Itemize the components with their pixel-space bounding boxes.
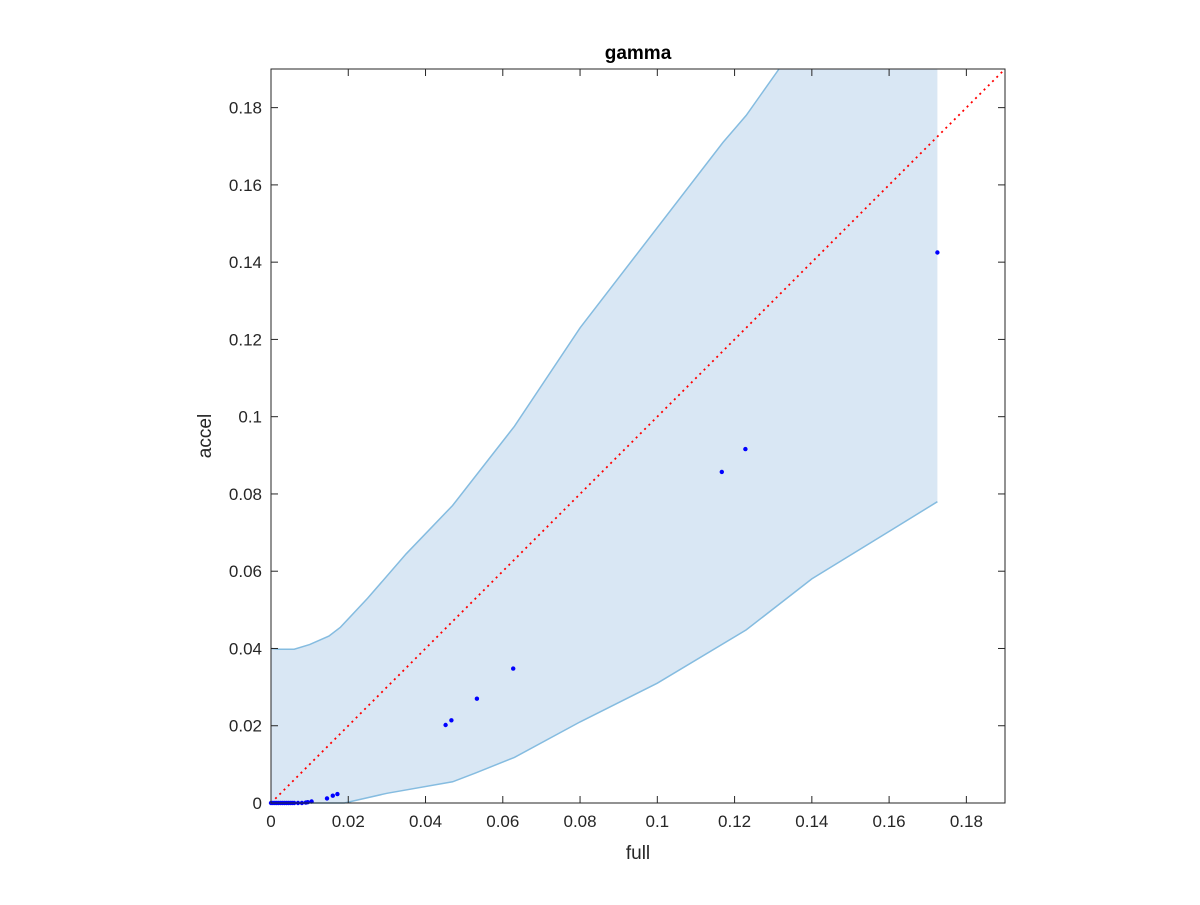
x-tick-label: 0.04 (409, 812, 442, 831)
y-tick-label: 0.12 (229, 330, 262, 349)
y-tick-label: 0.1 (238, 408, 262, 427)
data-point (330, 793, 335, 798)
data-point (324, 796, 330, 801)
chart-title: gamma (605, 43, 672, 64)
x-tick-label: 0.16 (873, 812, 906, 831)
y-tick-label: 0.08 (229, 485, 262, 504)
data-point (335, 791, 340, 797)
band-upper-edge (270, 68, 780, 650)
data-point (305, 800, 310, 805)
y-tick-label: 0.06 (229, 562, 262, 581)
x-tick-label: 0.14 (795, 812, 828, 831)
y-tick-label: 0.02 (229, 717, 262, 736)
y-tick-label: 0 (253, 794, 262, 813)
x-tick-label: 0.08 (564, 812, 597, 831)
y-axis-label: accel (195, 414, 216, 458)
y-tick-label: 0.14 (229, 253, 262, 272)
x-tick-label: 0.06 (486, 812, 519, 831)
confidence-band-layer (270, 68, 938, 804)
data-point (443, 722, 448, 728)
data-point (719, 469, 724, 475)
x-axis-label: full (626, 843, 650, 864)
x-tick-label: 0.12 (718, 812, 751, 831)
y-tick-label: 0.16 (229, 176, 262, 195)
y-tick-label: 0.04 (229, 639, 262, 658)
data-point (743, 446, 748, 452)
y-tick-label: 0.18 (229, 99, 262, 118)
axes-layer: 00 0.02 0.02 0.04 0.04 0.06 0.06 0.08 0.08 0.1 0.1… (229, 68, 1006, 831)
plot-frame (270, 68, 1006, 804)
reference-line-layer (270, 68, 1006, 804)
reference-line (270, 68, 1006, 804)
data-point (474, 696, 480, 701)
data-point (935, 250, 940, 255)
x-tick-label: 0.02 (332, 812, 365, 831)
x-tick-label: 0.18 (950, 812, 983, 831)
band-area (271, 69, 938, 803)
data-point (449, 718, 454, 723)
x-tick-label: 0 (266, 812, 275, 831)
x-tick-label: 0.1 (645, 812, 669, 831)
data-point (511, 666, 516, 671)
